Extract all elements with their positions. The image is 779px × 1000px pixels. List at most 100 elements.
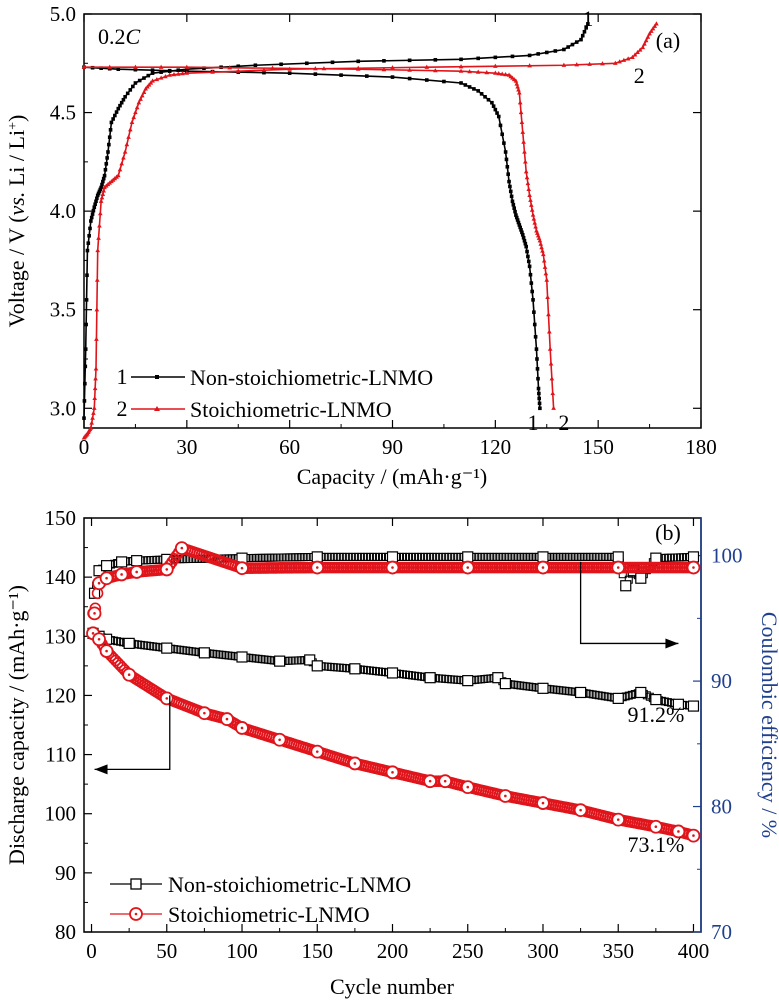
data-point [167,68,172,73]
data-point-key [687,551,700,563]
data-point-dot [466,566,470,569]
y2-tick-label: 70 [711,920,732,944]
data-point [523,241,528,246]
data-point [253,63,258,68]
data-point [180,71,185,76]
y-tick-label: 120 [45,683,77,707]
legend-marker [130,878,142,890]
data-point-key [635,686,647,699]
data-point-dot [579,808,582,812]
y-tick-label: 3.0 [50,396,76,420]
data-point-key [349,663,361,675]
data-point [108,128,113,132]
y-tick-label: 4.0 [50,199,76,223]
data-point [517,100,523,105]
y-tick-label: 5.0 [50,2,76,26]
data-point [458,64,464,69]
data-point [541,258,547,263]
data-point [100,182,104,187]
data-point [95,196,99,201]
x-tick-label: 150 [582,435,614,459]
data-point [138,96,143,101]
data-point [570,42,575,47]
data-point-key [116,556,128,568]
panel-a-y-axis-title: Voltage / V (vs. Li / Li+) [4,115,29,328]
data-point-dot [225,717,229,721]
data-point [561,62,567,67]
data-point [459,81,463,85]
data-point [519,228,523,232]
data-point [491,104,496,108]
data-point-dot [165,697,169,700]
data-point [507,179,511,184]
data-point-dot [240,566,244,570]
data-point-key [537,682,549,694]
data-point [537,396,542,401]
data-point [544,277,550,282]
data-point [459,57,463,62]
data-point-dot [240,726,244,730]
data-point [531,216,537,221]
data-point [504,157,509,162]
data-point-dot [692,834,695,837]
data-point [100,191,106,196]
curve-number-label: 2 [558,410,569,435]
data-point [515,218,520,222]
x-tick-label: 180 [685,435,717,459]
data-point [121,97,126,102]
data-point [94,277,100,282]
y-tick-label: 140 [45,565,77,589]
data-point [86,241,91,245]
data-point [150,71,155,75]
data-point [496,114,501,119]
data-point [184,64,190,69]
data-point [517,90,522,95]
data-point [125,91,130,96]
data-point-dot [616,566,620,569]
data-point [502,141,506,145]
data-point [116,106,121,111]
data-point [139,93,145,98]
y-tick-label: 80 [55,920,76,944]
data-point [313,66,318,71]
data-point [536,376,540,381]
data-point [541,251,546,257]
data-point [586,22,590,26]
data-point [101,176,106,181]
data-point [650,26,656,31]
arrow-head [665,638,679,649]
data-point-dot [97,581,101,585]
legend-marker [155,375,159,379]
data-point [122,149,128,154]
data-point [137,78,142,83]
data-point-key [386,667,399,679]
data-point [476,56,480,61]
data-point-key [492,672,504,684]
data-point [123,95,127,99]
data-point [530,212,536,217]
data-point [150,78,155,83]
data-point-key [311,551,323,563]
data-point-dot [105,649,108,653]
data-point-key [274,655,286,667]
data-point [89,215,94,220]
retention-label: 91.2% [627,702,684,727]
panel-b-label: (b) [655,520,681,545]
data-point [407,67,412,72]
data-point [643,38,649,43]
data-point [527,63,532,68]
data-point [536,386,541,391]
data-point [88,425,94,430]
data-point [115,173,121,178]
data-point [637,47,643,52]
data-point [472,87,476,91]
y-tick-label: 4.5 [50,101,76,125]
data-point [467,69,472,74]
data-point [535,357,539,361]
data-point-key [687,700,700,712]
data-point [500,132,504,137]
x-tick-label: 150 [302,939,334,963]
data-point [503,72,508,77]
data-point [503,150,508,154]
panel-b-x-axis-title: Cycle number [330,974,455,999]
